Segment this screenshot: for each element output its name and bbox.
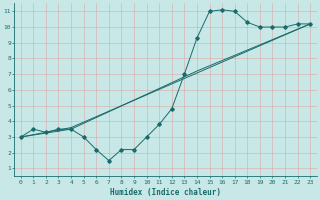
X-axis label: Humidex (Indice chaleur): Humidex (Indice chaleur) — [110, 188, 221, 197]
